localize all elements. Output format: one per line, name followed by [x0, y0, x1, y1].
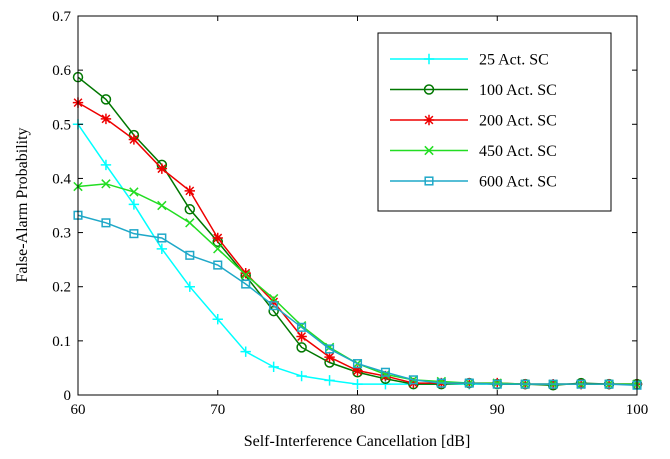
- legend-entry: 200 Act. SC: [390, 113, 557, 130]
- data-point-square: [325, 344, 335, 354]
- data-point-plus: [156, 243, 168, 255]
- data-point-asterisk: [128, 134, 140, 145]
- data-point-circle: [100, 94, 112, 105]
- legend-marker-circle: [423, 84, 435, 95]
- x-tick-label: 100: [626, 402, 649, 418]
- data-point-asterisk: [100, 113, 112, 125]
- data-point-square: [157, 233, 167, 243]
- data-point-asterisk: [324, 351, 335, 363]
- legend: 25 Act. SC 100 Act. SC 200 Act. SC 450 Act.…: [377, 32, 612, 212]
- legend-label: 600 Act. SC: [479, 174, 557, 191]
- data-point-square: [380, 367, 390, 377]
- data-point-square: [520, 379, 530, 389]
- data-point-square: [213, 260, 223, 270]
- data-point-plus: [184, 281, 195, 292]
- legend-marker-plus: [423, 53, 435, 65]
- data-point-x: [101, 179, 111, 189]
- series-line: [77, 214, 638, 386]
- data-point-square: [548, 379, 558, 389]
- legend-entry: 100 Act. SC: [390, 82, 557, 99]
- y-tick-label: 0.6: [52, 63, 71, 79]
- legend-marker-x: [424, 145, 434, 156]
- data-point-x: [241, 270, 251, 280]
- data-point-x: [185, 218, 195, 228]
- data-point-square: [297, 322, 307, 332]
- data-point-square: [436, 378, 446, 388]
- data-point-plus: [268, 361, 279, 373]
- data-point-plus: [352, 378, 363, 390]
- data-point-plus: [324, 375, 335, 386]
- legend-label: 100 Act. SC: [479, 82, 557, 99]
- data-point-square: [576, 379, 586, 389]
- data-point-square: [464, 378, 474, 388]
- legend-label: 25 Act. SC: [479, 52, 549, 69]
- data-point-square: [101, 218, 111, 228]
- x-tick-label: 70: [210, 402, 225, 418]
- data-point-plus: [128, 199, 140, 210]
- legend-entry: 450 Act. SC: [390, 143, 557, 160]
- data-point-circle: [296, 342, 307, 353]
- x-tick-label: 60: [71, 402, 86, 418]
- data-point-asterisk: [184, 185, 195, 197]
- y-tick-label: 0: [64, 388, 72, 404]
- y-tick-label: 0.1: [52, 334, 71, 350]
- data-point-asterisk: [296, 331, 307, 342]
- data-point-square: [492, 379, 502, 389]
- data-point-square: [604, 379, 614, 389]
- y-axis-label: False-Alarm Probability: [14, 127, 31, 282]
- legend-entry: 600 Act. SC: [390, 174, 557, 191]
- y-tick-label: 0.2: [52, 280, 71, 296]
- data-point-circle: [184, 204, 196, 215]
- y-tick-label: 0.5: [52, 117, 71, 133]
- data-point-x: [213, 244, 223, 254]
- data-point-asterisk: [212, 232, 223, 244]
- data-point-square: [129, 229, 139, 239]
- y-tick-label: 0.3: [52, 226, 71, 242]
- data-point-plus: [212, 314, 223, 325]
- legend-marker-asterisk: [423, 114, 435, 126]
- legend-label: 450 Act. SC: [479, 143, 557, 160]
- data-point-x: [157, 200, 167, 211]
- ticks-layer: 60 70 80 90 100 0 0.1 0.2 0.3 0.4 0.5 0.6 0.7: [52, 9, 648, 418]
- data-point-plus: [296, 370, 307, 382]
- legend-entry: 25 Act. SC: [390, 52, 549, 69]
- y-tick-label: 0.4: [52, 171, 71, 187]
- data-point-asterisk: [352, 365, 363, 376]
- x-tick-label: 80: [350, 402, 365, 418]
- series-layer: [72, 71, 643, 391]
- data-point-square: [185, 250, 195, 260]
- x-axis-label: Self-Interference Cancellation [dB]: [244, 433, 471, 450]
- data-point-plus: [100, 159, 112, 171]
- data-point-asterisk: [156, 163, 168, 174]
- data-point-x: [129, 187, 139, 197]
- legend-marker-square: [424, 176, 434, 186]
- legend-label: 200 Act. SC: [479, 113, 557, 130]
- x-tick-label: 90: [490, 402, 505, 418]
- data-point-square: [352, 359, 363, 369]
- y-tick-label: 0.7: [52, 9, 71, 25]
- data-point-square: [408, 375, 418, 385]
- data-point-square: [269, 301, 279, 311]
- data-point-plus: [240, 346, 251, 357]
- data-point-asterisk: [240, 267, 251, 279]
- data-point-square: [241, 279, 251, 289]
